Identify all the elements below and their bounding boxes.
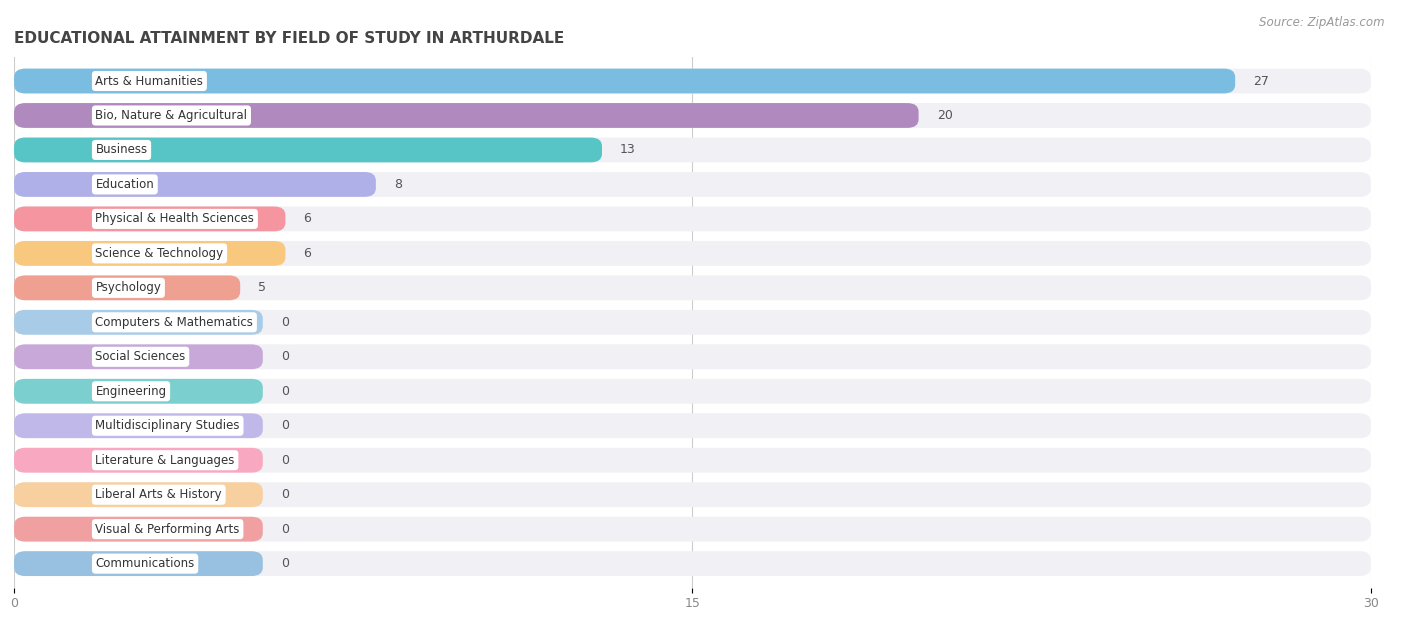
FancyBboxPatch shape — [14, 482, 263, 507]
Text: 6: 6 — [304, 212, 311, 226]
FancyBboxPatch shape — [14, 379, 263, 404]
FancyBboxPatch shape — [14, 138, 602, 162]
Text: Literature & Languages: Literature & Languages — [96, 454, 235, 466]
FancyBboxPatch shape — [14, 517, 1371, 542]
FancyBboxPatch shape — [14, 207, 1371, 231]
Text: 0: 0 — [281, 419, 288, 432]
FancyBboxPatch shape — [14, 172, 375, 197]
Text: Communications: Communications — [96, 557, 194, 570]
Text: 0: 0 — [281, 350, 288, 363]
FancyBboxPatch shape — [14, 69, 1371, 94]
FancyBboxPatch shape — [14, 310, 1371, 335]
Text: Source: ZipAtlas.com: Source: ZipAtlas.com — [1260, 16, 1385, 29]
FancyBboxPatch shape — [14, 276, 1371, 300]
Text: Physical & Health Sciences: Physical & Health Sciences — [96, 212, 254, 226]
FancyBboxPatch shape — [14, 344, 1371, 369]
FancyBboxPatch shape — [14, 413, 263, 438]
Text: 0: 0 — [281, 385, 288, 398]
Text: 0: 0 — [281, 523, 288, 536]
FancyBboxPatch shape — [14, 172, 1371, 197]
Text: Engineering: Engineering — [96, 385, 166, 398]
Text: 27: 27 — [1253, 75, 1270, 87]
Text: Education: Education — [96, 178, 155, 191]
Text: Bio, Nature & Agricultural: Bio, Nature & Agricultural — [96, 109, 247, 122]
FancyBboxPatch shape — [14, 551, 1371, 576]
Text: 5: 5 — [259, 281, 266, 295]
FancyBboxPatch shape — [14, 241, 285, 266]
Text: Science & Technology: Science & Technology — [96, 247, 224, 260]
Text: 8: 8 — [394, 178, 402, 191]
Text: 20: 20 — [936, 109, 952, 122]
Text: Liberal Arts & History: Liberal Arts & History — [96, 488, 222, 501]
FancyBboxPatch shape — [14, 310, 263, 335]
Text: Social Sciences: Social Sciences — [96, 350, 186, 363]
FancyBboxPatch shape — [14, 344, 263, 369]
Text: 13: 13 — [620, 143, 636, 157]
FancyBboxPatch shape — [14, 448, 1371, 473]
Text: EDUCATIONAL ATTAINMENT BY FIELD OF STUDY IN ARTHURDALE: EDUCATIONAL ATTAINMENT BY FIELD OF STUDY… — [14, 31, 564, 46]
FancyBboxPatch shape — [14, 482, 1371, 507]
Text: Visual & Performing Arts: Visual & Performing Arts — [96, 523, 240, 536]
FancyBboxPatch shape — [14, 379, 1371, 404]
Text: Multidisciplinary Studies: Multidisciplinary Studies — [96, 419, 240, 432]
FancyBboxPatch shape — [14, 69, 1234, 94]
Text: Psychology: Psychology — [96, 281, 162, 295]
Text: 0: 0 — [281, 488, 288, 501]
Text: Arts & Humanities: Arts & Humanities — [96, 75, 204, 87]
Text: 0: 0 — [281, 454, 288, 466]
Text: 0: 0 — [281, 557, 288, 570]
FancyBboxPatch shape — [14, 103, 918, 128]
FancyBboxPatch shape — [14, 241, 1371, 266]
FancyBboxPatch shape — [14, 413, 1371, 438]
Text: Business: Business — [96, 143, 148, 157]
Text: Computers & Mathematics: Computers & Mathematics — [96, 316, 253, 329]
Text: 0: 0 — [281, 316, 288, 329]
FancyBboxPatch shape — [14, 207, 285, 231]
FancyBboxPatch shape — [14, 517, 263, 542]
FancyBboxPatch shape — [14, 103, 1371, 128]
FancyBboxPatch shape — [14, 551, 263, 576]
FancyBboxPatch shape — [14, 448, 263, 473]
FancyBboxPatch shape — [14, 276, 240, 300]
FancyBboxPatch shape — [14, 138, 1371, 162]
Text: 6: 6 — [304, 247, 311, 260]
